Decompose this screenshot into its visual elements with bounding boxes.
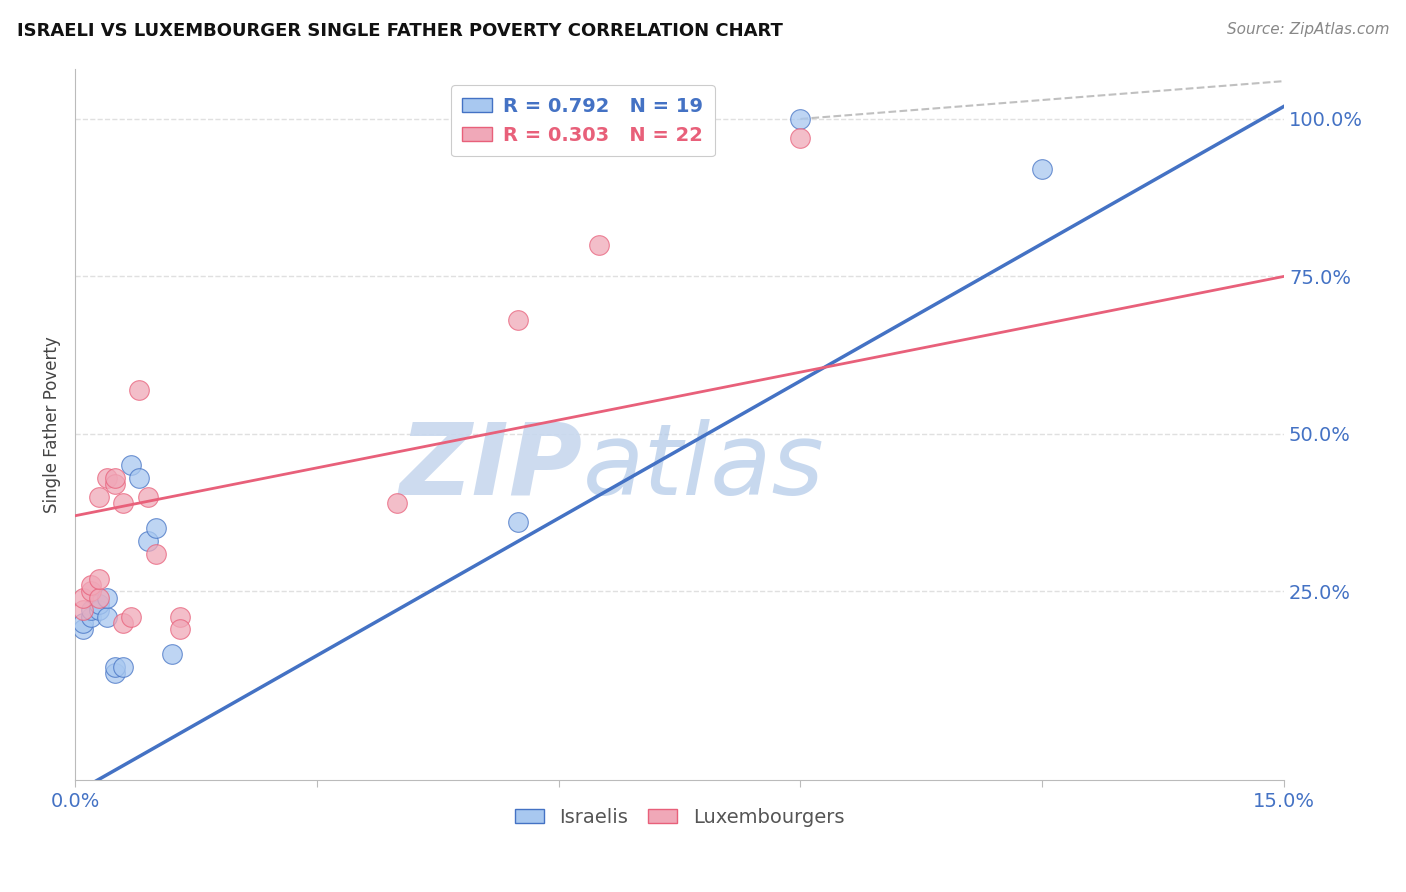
Point: [145, 547, 167, 561]
Point: [136, 490, 159, 504]
Point: [789, 112, 811, 126]
Point: [128, 383, 150, 397]
Point: [136, 533, 159, 548]
Point: [96, 609, 118, 624]
Point: [72, 622, 94, 636]
Point: [104, 471, 127, 485]
Point: [104, 660, 127, 674]
Point: [169, 609, 191, 624]
Point: [145, 521, 167, 535]
Text: atlas: atlas: [583, 418, 824, 516]
Point: [89, 603, 111, 617]
Point: [120, 609, 142, 624]
Point: [89, 591, 111, 605]
Point: [96, 591, 118, 605]
Point: [80, 609, 103, 624]
Point: [169, 622, 191, 636]
Point: [508, 515, 530, 529]
Point: [789, 130, 811, 145]
Point: [387, 496, 409, 510]
Point: [160, 648, 183, 662]
Point: [112, 660, 135, 674]
Point: [128, 471, 150, 485]
Point: [96, 471, 118, 485]
Text: ISRAELI VS LUXEMBOURGER SINGLE FATHER POVERTY CORRELATION CHART: ISRAELI VS LUXEMBOURGER SINGLE FATHER PO…: [17, 22, 783, 40]
Point: [588, 238, 610, 252]
Point: [120, 458, 142, 473]
Point: [80, 578, 103, 592]
Text: Source: ZipAtlas.com: Source: ZipAtlas.com: [1226, 22, 1389, 37]
Point: [89, 572, 111, 586]
Point: [80, 603, 103, 617]
Point: [72, 591, 94, 605]
Point: [1031, 162, 1053, 177]
Point: [89, 490, 111, 504]
Point: [112, 496, 135, 510]
Y-axis label: Single Father Poverty: Single Father Poverty: [44, 336, 60, 513]
Legend: Israelis, Luxembourgers: Israelis, Luxembourgers: [508, 800, 852, 835]
Text: ZIP: ZIP: [399, 418, 583, 516]
Point: [508, 313, 530, 327]
Point: [112, 615, 135, 630]
Point: [80, 584, 103, 599]
Point: [89, 597, 111, 611]
Point: [72, 603, 94, 617]
Point: [104, 666, 127, 681]
Point: [72, 615, 94, 630]
Point: [104, 477, 127, 491]
